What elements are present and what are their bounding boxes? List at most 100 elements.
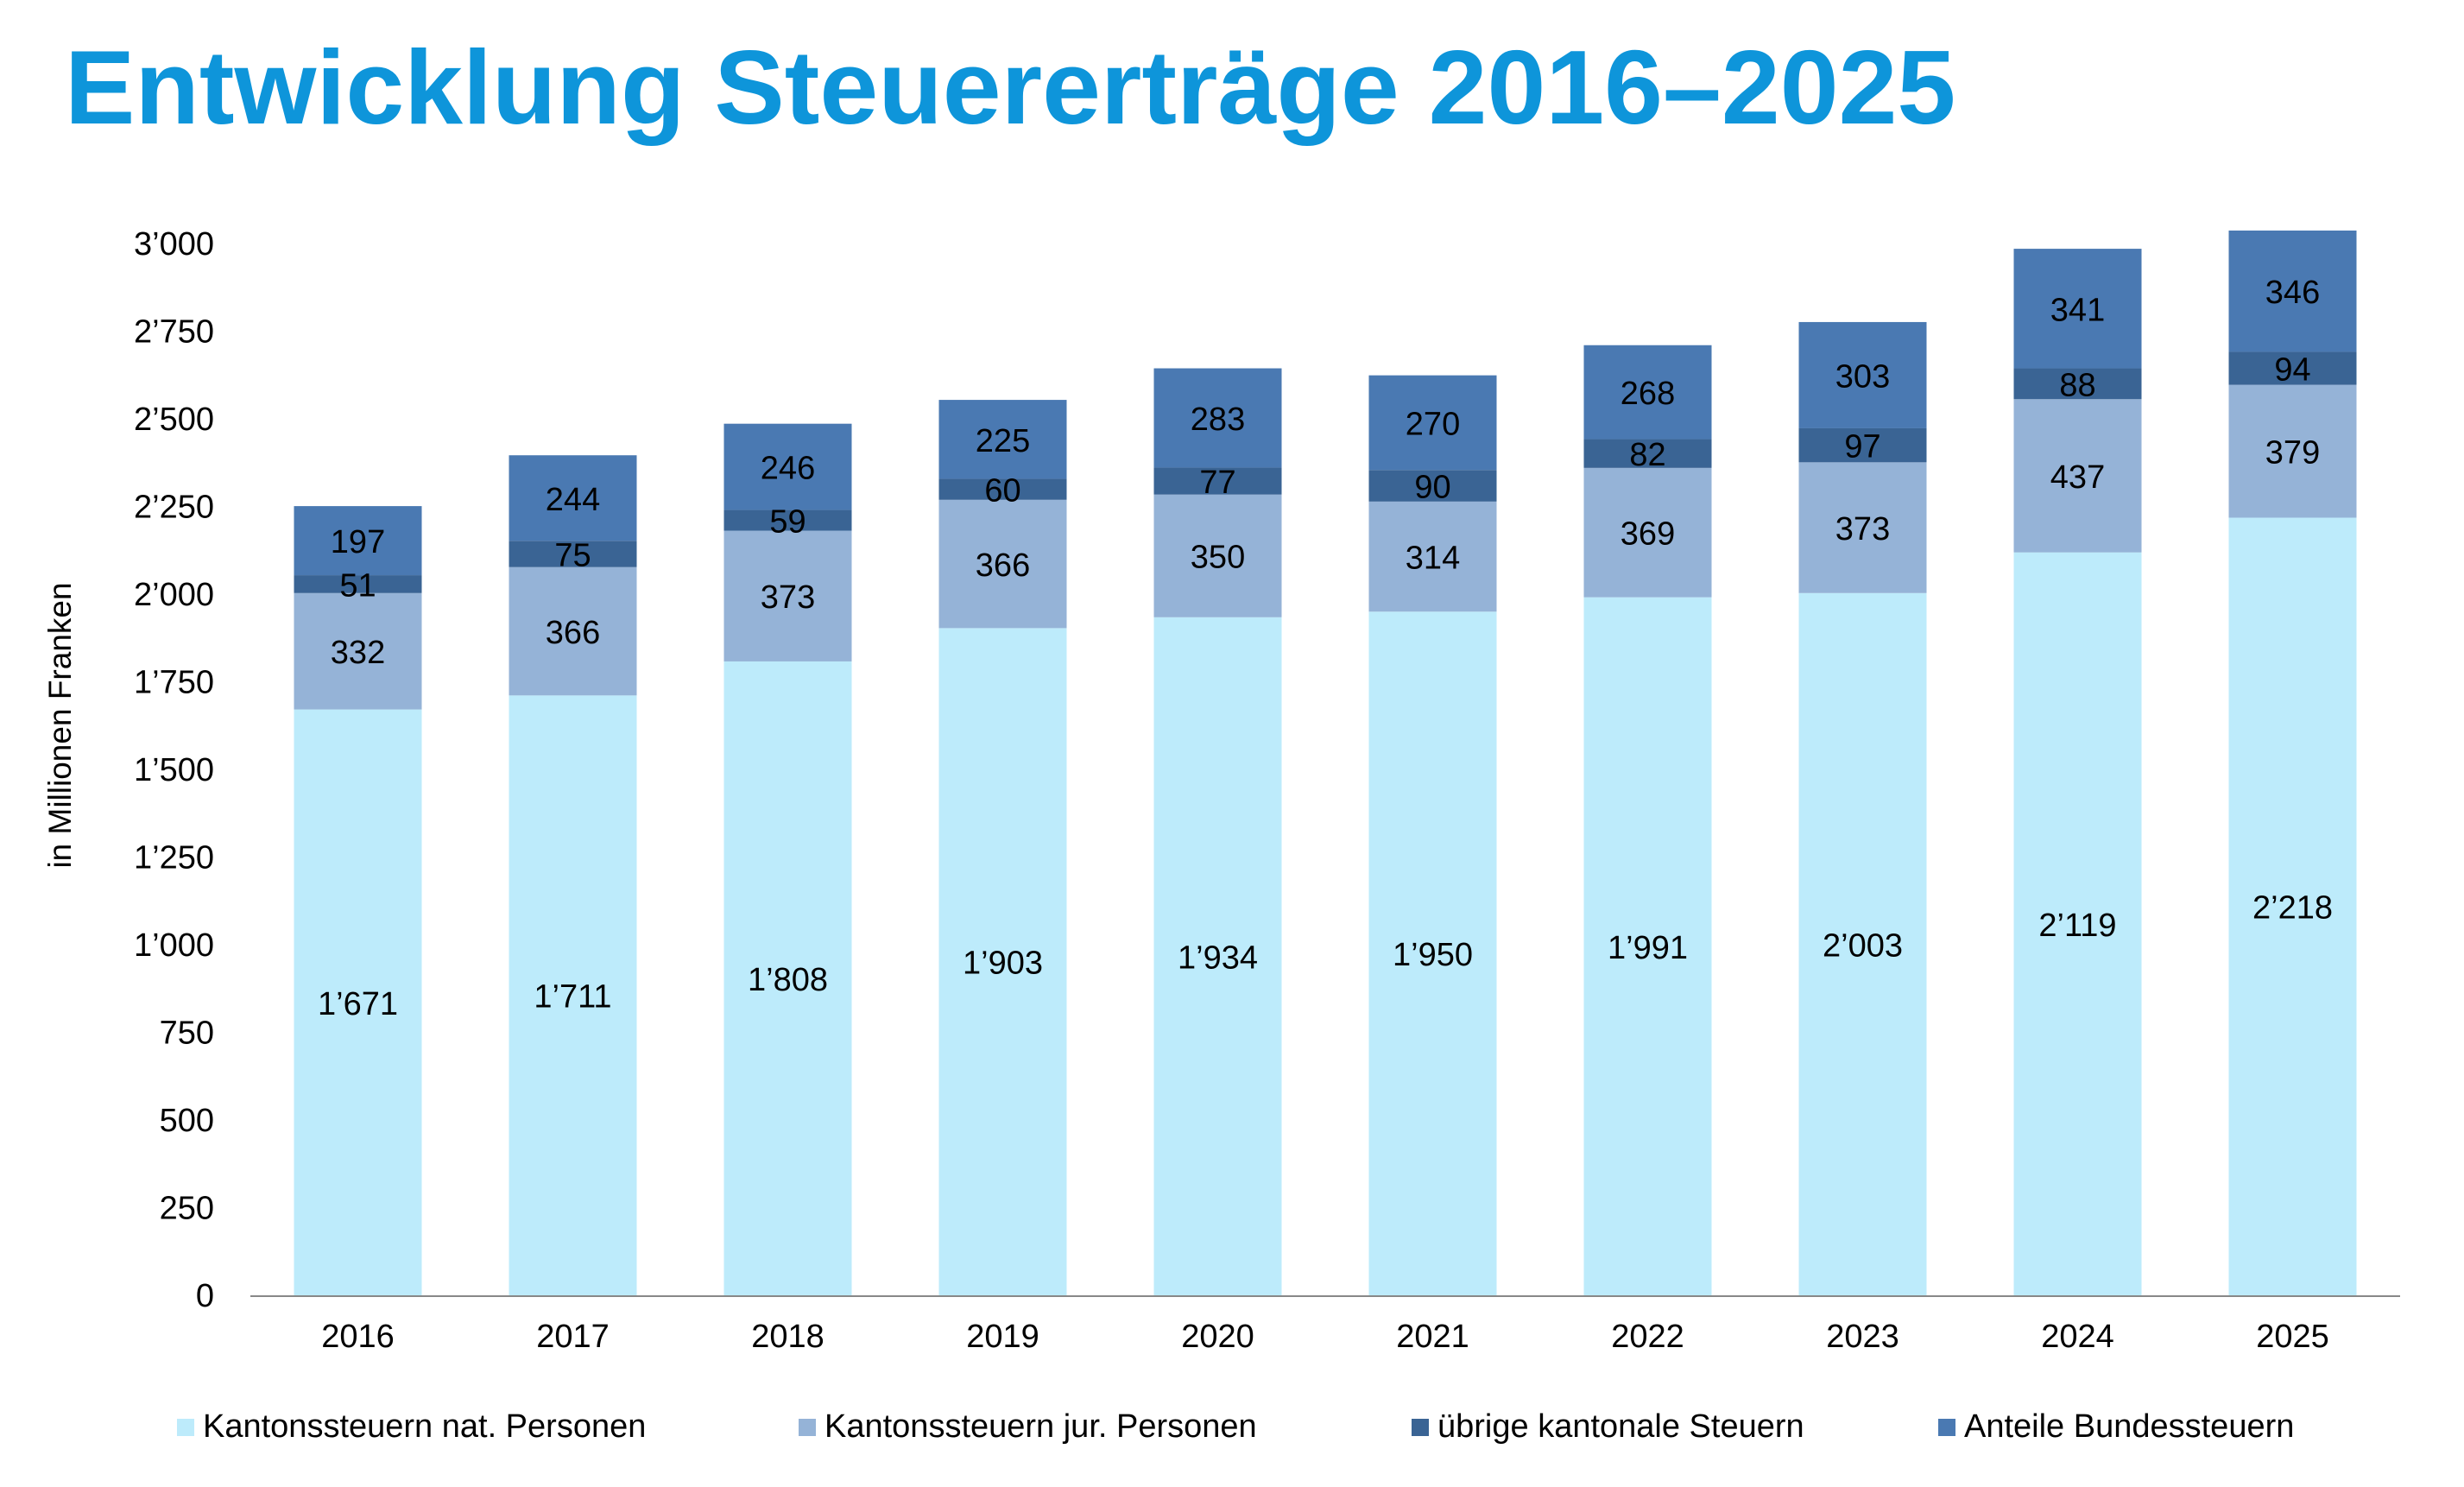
data-label: 225 (976, 423, 1030, 459)
data-label: 303 (1835, 358, 1890, 395)
bar-segment (1368, 470, 1497, 502)
bar-segment (1798, 462, 1927, 593)
x-tick-label: 2017 (536, 1319, 610, 1355)
x-tick-label: 2022 (1611, 1319, 1684, 1355)
y-tick-label: 1’000 (134, 927, 214, 964)
bar-segment (2228, 517, 2357, 1295)
y-tick-label: 750 (160, 1016, 214, 1052)
bar-segment (1153, 617, 1282, 1295)
bar-segment (723, 661, 852, 1295)
bar-segment (2228, 230, 2357, 352)
bar-segment (1583, 439, 1712, 468)
bar-segment (1153, 368, 1282, 468)
bar-segment (1798, 321, 1927, 428)
data-label: 60 (984, 473, 1020, 509)
y-tick-label: 2’000 (134, 577, 214, 613)
data-label: 341 (2050, 292, 2105, 328)
bar-segment (938, 499, 1067, 629)
data-label: 1’991 (1608, 930, 1688, 966)
x-tick-label: 2021 (1396, 1319, 1469, 1355)
bar-segment (294, 575, 422, 593)
bar-segment (1368, 375, 1497, 471)
data-label: 82 (1629, 437, 1665, 473)
data-label: 246 (761, 451, 815, 487)
data-labels: 1’671 332 51 197 1’711 366 75 244 1’808 373 59 246 1… (318, 275, 2333, 1022)
bar-segment (723, 423, 852, 510)
bar-segment (938, 400, 1067, 479)
bar-segment (1583, 345, 1712, 440)
data-label: 1’903 (963, 946, 1043, 982)
y-axis-label: in Millionen Franken (42, 582, 78, 868)
data-label: 314 (1406, 541, 1460, 577)
bar-segment (1798, 592, 1927, 1295)
legend-label: übrige kantonale Steuern (1437, 1408, 1804, 1445)
legend-label: Anteile Bundessteuern (1964, 1408, 2294, 1445)
x-tick-label: 2016 (321, 1319, 395, 1355)
data-label: 366 (546, 615, 600, 651)
y-tick-label: 0 (196, 1278, 214, 1314)
y-tick-label: 250 (160, 1191, 214, 1227)
data-label: 77 (1199, 465, 1235, 501)
bar-segment (294, 709, 422, 1295)
data-label: 1’808 (748, 962, 828, 998)
data-label: 88 (2059, 367, 2095, 403)
data-label: 90 (1414, 470, 1450, 506)
y-tick-label: 2’750 (134, 314, 214, 351)
data-label: 97 (1844, 429, 1880, 465)
bar-segment (509, 566, 637, 696)
bar-segment (1153, 494, 1282, 617)
x-tick-label: 2020 (1181, 1319, 1254, 1355)
bars (294, 230, 2357, 1295)
bar-segment (1583, 597, 1712, 1295)
bar-segment (509, 695, 637, 1295)
bar-segment (2013, 399, 2142, 553)
data-label: 2’218 (2252, 890, 2333, 927)
bar-segment (938, 628, 1067, 1295)
data-label: 373 (1835, 511, 1890, 547)
y-tick-label: 2’500 (134, 402, 214, 438)
legend-swatch (1412, 1419, 1429, 1436)
bar-segment (938, 478, 1067, 500)
chart-title: Entwicklung Steuererträge 2016–2025 (65, 28, 1956, 146)
data-label: 244 (546, 482, 600, 518)
bar-segment (2228, 351, 2357, 385)
data-label: 197 (331, 524, 385, 560)
legend-swatch (177, 1419, 194, 1436)
x-tick-label: 2025 (2256, 1319, 2329, 1355)
data-label: 94 (2274, 352, 2310, 389)
bar-segment (723, 530, 852, 661)
data-label: 1’934 (1178, 940, 1258, 976)
bar-segment (1368, 501, 1497, 612)
x-tick-label: 2023 (1826, 1319, 1899, 1355)
data-label: 1’671 (318, 986, 398, 1022)
bar-segment (2013, 552, 2142, 1295)
axes: 0 250 500 750 1’000 1’250 1’500 1’750 2’000 2’250… (134, 226, 2400, 1355)
bar-segment (294, 506, 422, 576)
data-label: 379 (2265, 435, 2320, 471)
data-label: 1’950 (1393, 937, 1473, 973)
x-tick-label: 2024 (2041, 1319, 2114, 1355)
bar-segment (723, 509, 852, 531)
bar-segment (2228, 384, 2357, 518)
bar-segment (2013, 368, 2142, 400)
bar-segment (1368, 611, 1497, 1295)
legend: Kantonssteuern nat. Personen Kantonssteue… (177, 1408, 2294, 1445)
data-label: 270 (1406, 406, 1460, 442)
data-label: 350 (1191, 540, 1245, 576)
data-label: 51 (339, 567, 376, 604)
data-label: 373 (761, 579, 815, 616)
data-label: 2’119 (2038, 908, 2116, 944)
data-label: 75 (554, 538, 591, 574)
legend-label: Kantonssteuern jur. Personen (824, 1408, 1257, 1445)
data-label: 59 (769, 504, 806, 541)
data-label: 366 (976, 547, 1030, 584)
legend-swatch (799, 1419, 816, 1436)
y-tick-label: 2’250 (134, 490, 214, 526)
x-tick-label: 2019 (966, 1319, 1039, 1355)
data-label: 2’003 (1823, 927, 1903, 964)
data-label: 283 (1191, 402, 1245, 438)
legend-label: Kantonssteuern nat. Personen (203, 1408, 646, 1445)
data-label: 1’711 (534, 979, 611, 1016)
y-tick-label: 1’500 (134, 752, 214, 788)
